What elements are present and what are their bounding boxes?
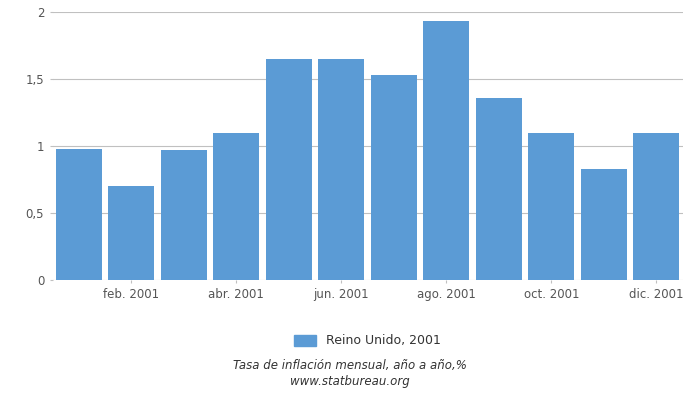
Bar: [213, 132, 260, 280]
Bar: [108, 186, 154, 280]
Bar: [56, 149, 102, 280]
Bar: [581, 169, 627, 280]
Bar: [476, 98, 522, 280]
Bar: [161, 150, 207, 280]
Bar: [528, 132, 575, 280]
Text: www.statbureau.org: www.statbureau.org: [290, 376, 410, 388]
Legend: Reino Unido, 2001: Reino Unido, 2001: [294, 334, 441, 348]
Bar: [318, 59, 364, 280]
Text: Tasa de inflación mensual, año a año,%: Tasa de inflación mensual, año a año,%: [233, 360, 467, 372]
Bar: [371, 75, 416, 280]
Bar: [423, 21, 469, 280]
Bar: [265, 59, 312, 280]
Bar: [633, 132, 679, 280]
